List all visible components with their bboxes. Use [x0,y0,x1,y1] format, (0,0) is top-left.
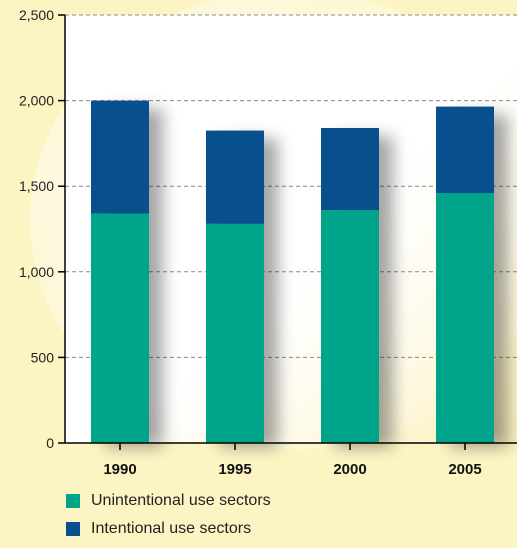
legend-swatch-unintentional [66,494,80,508]
bar-intentional [91,100,149,214]
legend-item-unintentional: Unintentional use sectors [66,487,271,515]
bar-unintentional [206,223,264,443]
legend-label-unintentional: Unintentional use sectors [91,492,271,509]
x-tick-label: 1995 [218,461,251,478]
x-tick-label: 2005 [448,461,481,478]
bar-unintentional [91,213,149,443]
bar-intentional [321,127,379,211]
legend: Unintentional use sectors Intentional us… [66,487,271,543]
legend-item-intentional: Intentional use sectors [66,515,271,543]
y-tick-label: 2,000 [19,93,54,109]
x-tick-label: 1990 [103,461,136,478]
y-tick-label: 0 [46,435,54,451]
legend-label-intentional: Intentional use sectors [91,520,252,537]
y-tick-label: 1,500 [19,178,54,194]
y-tick-label: 500 [31,349,55,365]
legend-swatch-intentional [66,522,80,536]
y-tick-label: 1,000 [19,264,54,280]
bar-unintentional [321,210,379,443]
bar-intentional [436,106,494,194]
bar-intentional [206,130,264,224]
bar-unintentional [436,193,494,443]
y-tick-label: 2,500 [19,7,54,23]
x-tick-label: 2000 [333,461,366,478]
